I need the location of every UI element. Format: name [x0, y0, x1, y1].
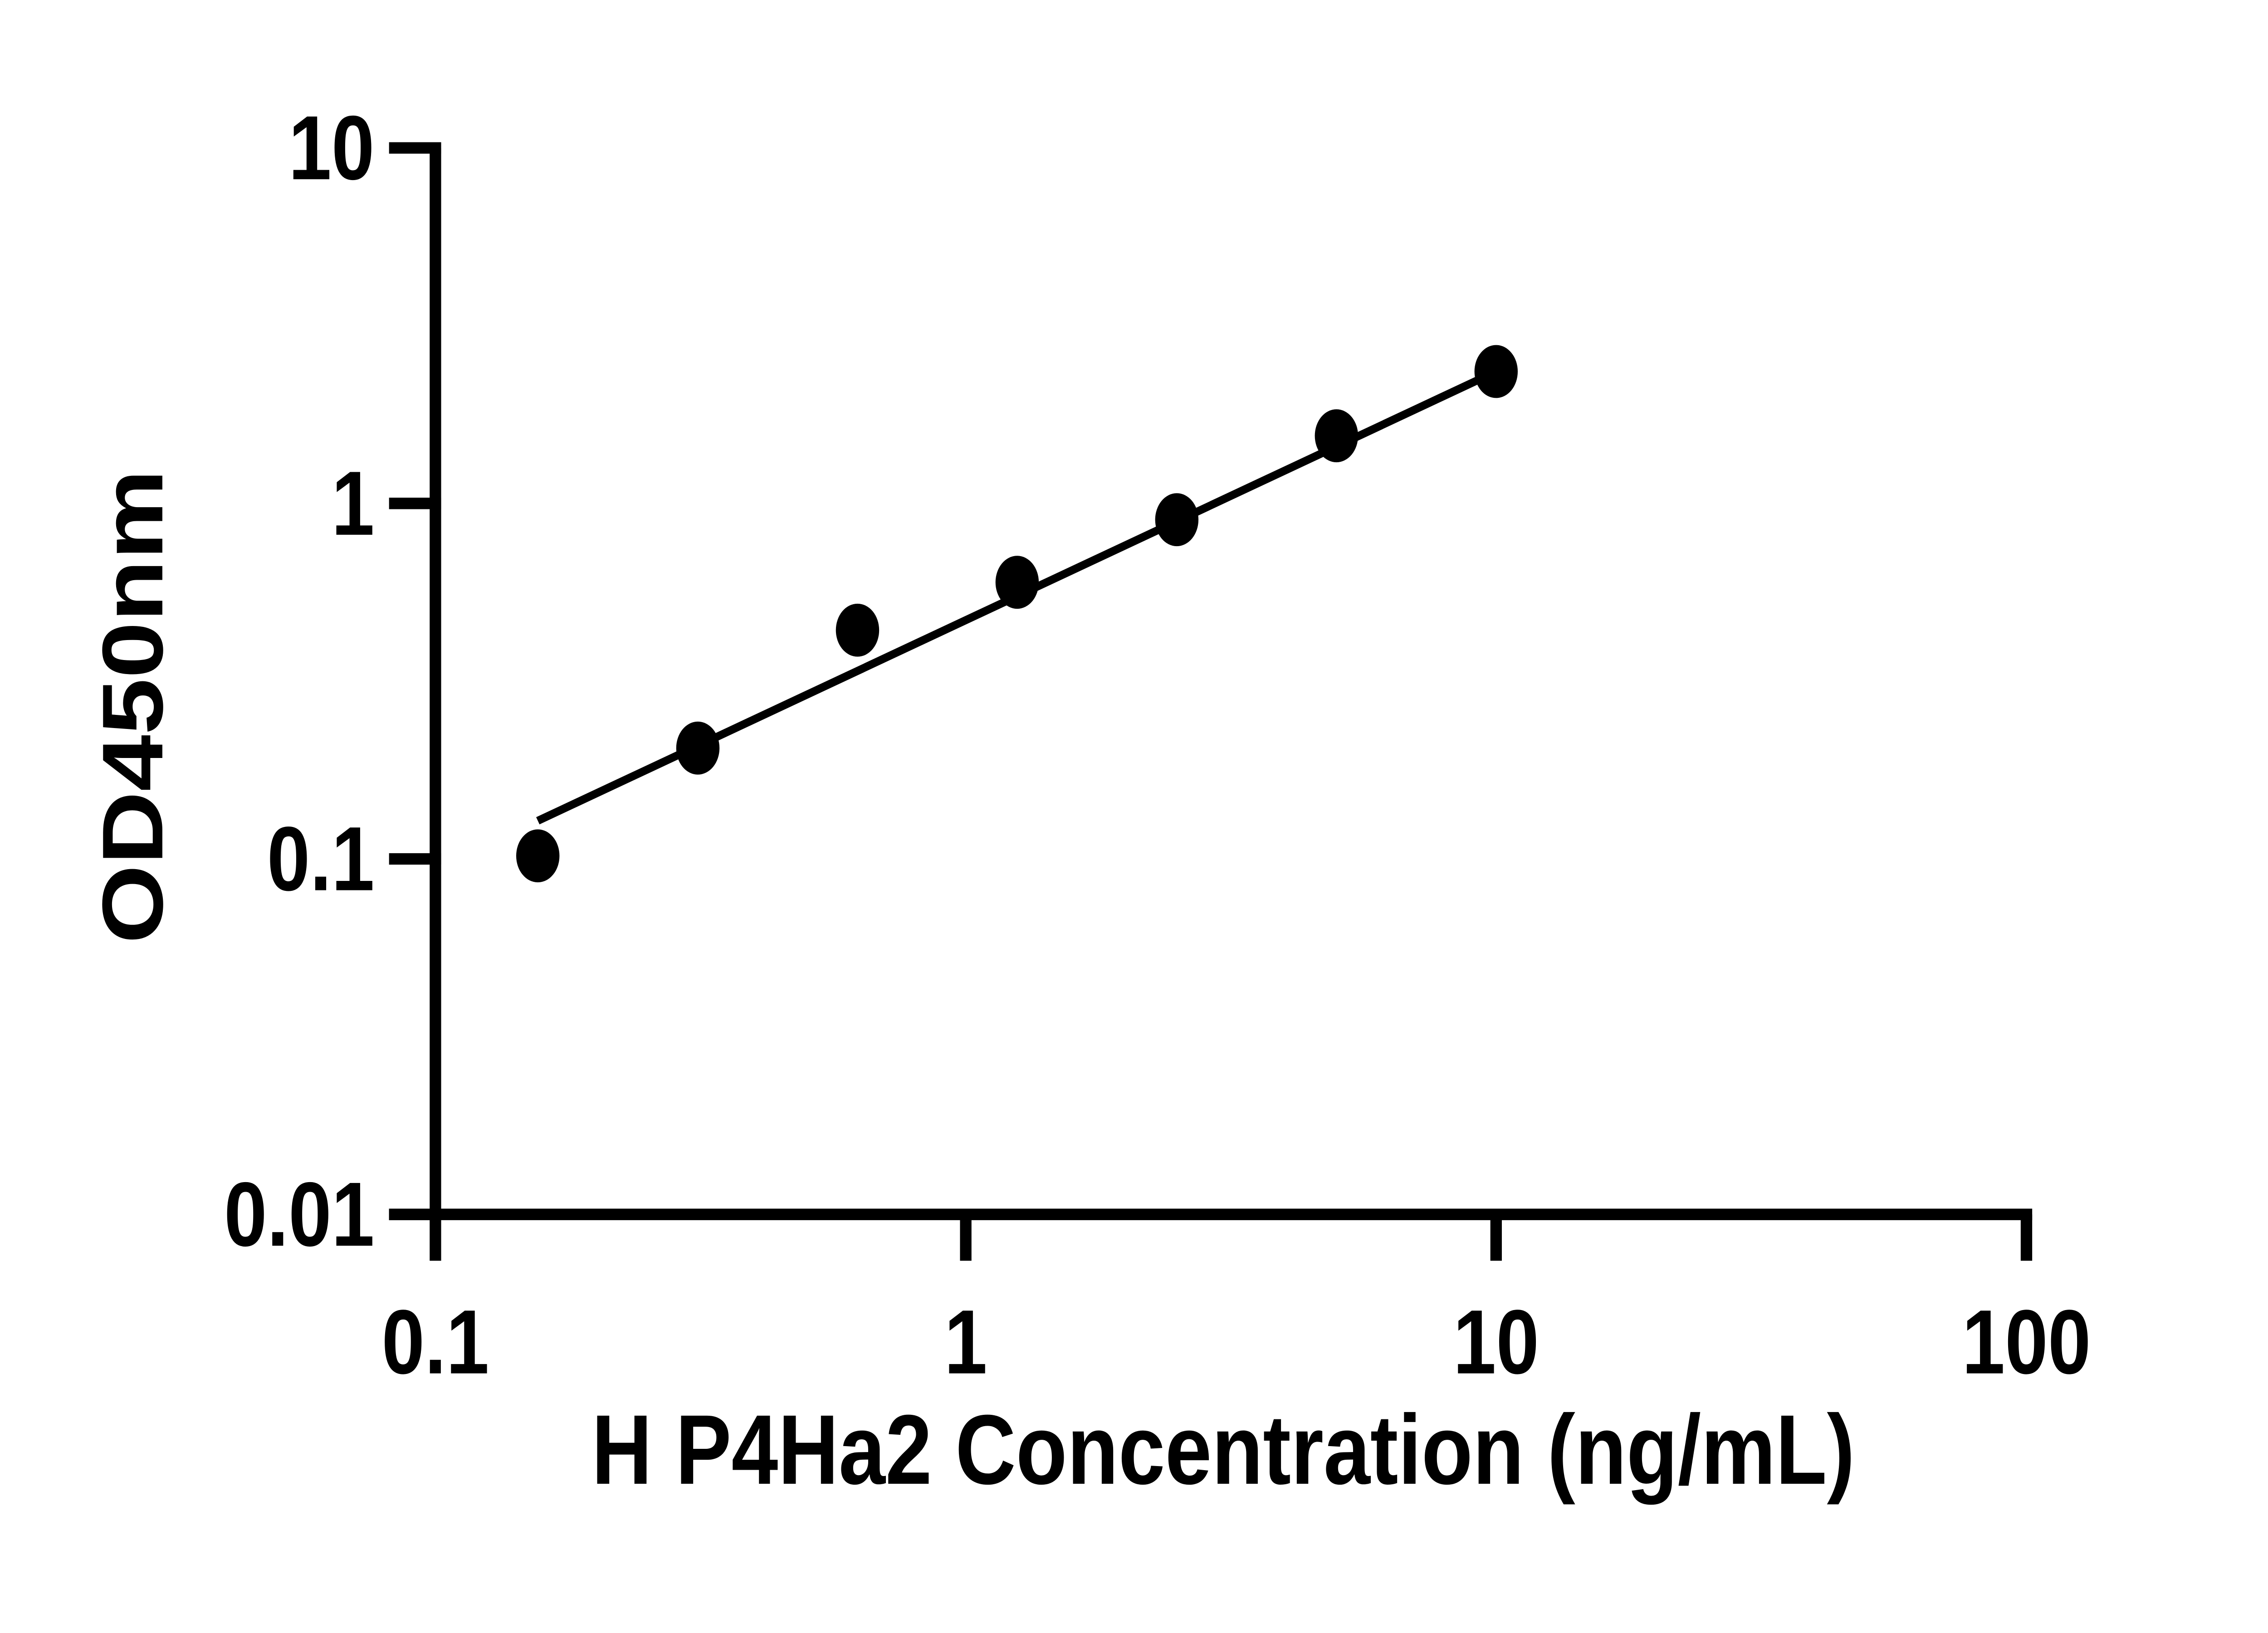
- data-points: [516, 345, 1518, 883]
- axis-ticks: [389, 142, 2033, 1261]
- x-tick-label: 100: [1962, 1291, 2091, 1393]
- y-tick-label: 1: [332, 453, 375, 554]
- data-point: [516, 829, 560, 883]
- x-tick-label: 0.1: [381, 1291, 489, 1393]
- x-axis-title: H P4Ha2 Concentration (ng/mL): [591, 1394, 1855, 1505]
- data-point: [1315, 409, 1359, 463]
- x-tick-label: 1: [944, 1291, 987, 1393]
- elisa-standard-curve-figure: 0.1 1 10 100 0.01 0.1 1 10 OD450nm H P4Ha2 Conc…: [0, 0, 2268, 1590]
- chart-background: [0, 0, 2268, 1590]
- data-point: [676, 721, 720, 775]
- data-point: [1155, 493, 1199, 547]
- x-tick-label: 10: [1453, 1291, 1540, 1393]
- y-tick-label: 0.1: [267, 808, 375, 909]
- y-axis-title: OD450nm: [84, 469, 181, 944]
- data-point: [836, 603, 880, 657]
- data-point: [995, 556, 1039, 609]
- y-tick-label: 10: [288, 97, 375, 199]
- data-point: [1474, 345, 1518, 398]
- y-tick-label: 0.01: [224, 1164, 375, 1265]
- axes: [389, 148, 2033, 1220]
